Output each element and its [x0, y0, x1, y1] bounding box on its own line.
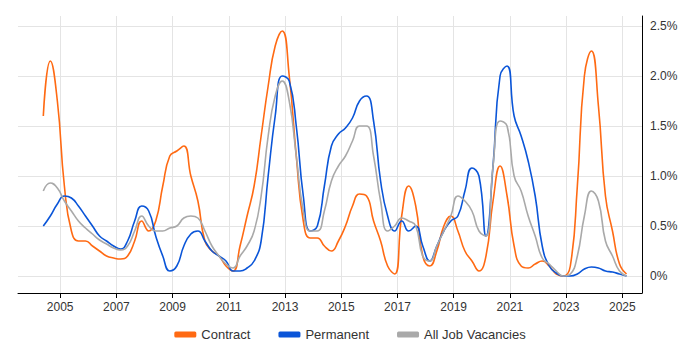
- svg-text:0%: 0%: [650, 269, 668, 283]
- svg-text:2005: 2005: [47, 300, 74, 314]
- svg-text:2.0%: 2.0%: [650, 69, 678, 83]
- svg-text:1.0%: 1.0%: [650, 169, 678, 183]
- svg-text:2021: 2021: [497, 300, 524, 314]
- svg-text:2.5%: 2.5%: [650, 19, 678, 33]
- svg-text:2009: 2009: [159, 300, 186, 314]
- svg-text:2025: 2025: [609, 300, 636, 314]
- svg-text:2007: 2007: [103, 300, 130, 314]
- svg-text:0.5%: 0.5%: [650, 219, 678, 233]
- svg-text:2017: 2017: [384, 300, 411, 314]
- svg-text:2019: 2019: [440, 300, 467, 314]
- svg-text:Contract: Contract: [201, 327, 251, 342]
- svg-text:2013: 2013: [272, 300, 299, 314]
- svg-text:2023: 2023: [553, 300, 580, 314]
- svg-text:2011: 2011: [216, 300, 242, 314]
- svg-text:1.5%: 1.5%: [650, 119, 678, 133]
- svg-text:2015: 2015: [328, 300, 355, 314]
- svg-text:Permanent: Permanent: [305, 327, 369, 342]
- svg-text:All Job Vacancies: All Job Vacancies: [424, 327, 526, 342]
